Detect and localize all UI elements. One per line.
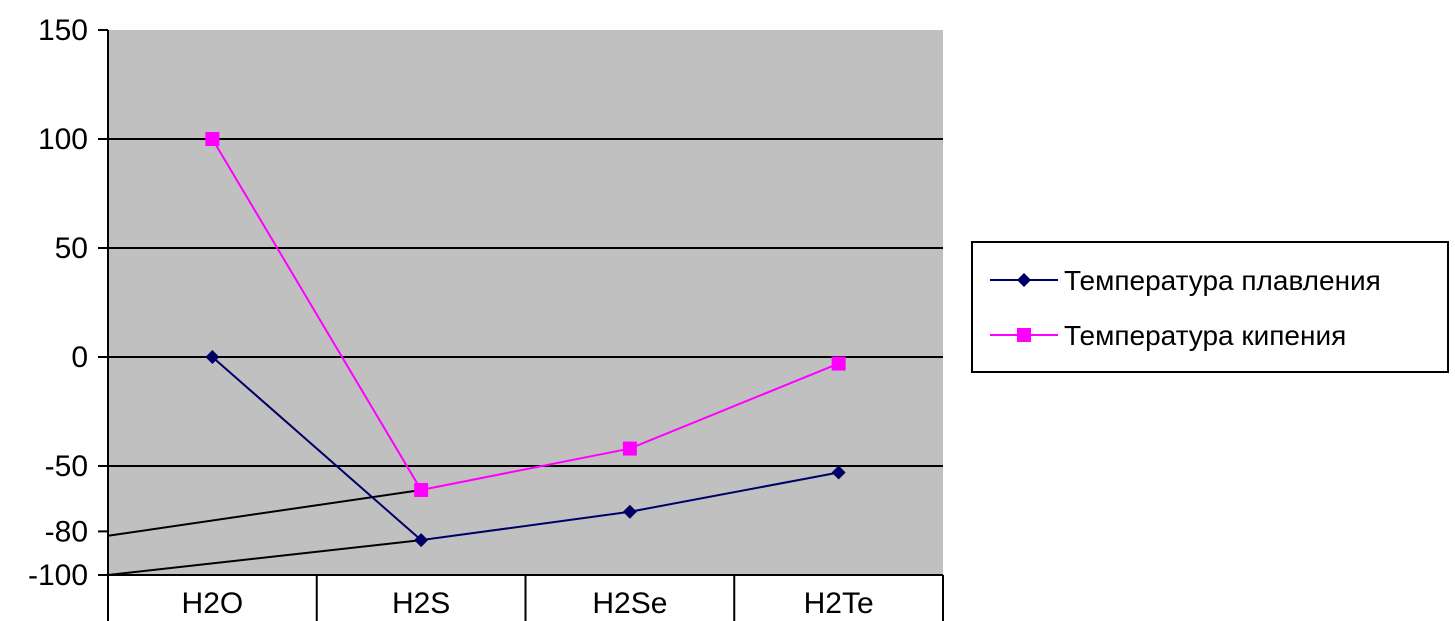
x-category-label: H2O (182, 587, 244, 620)
data-point (622, 441, 637, 456)
data-point (205, 350, 220, 364)
gridlines (108, 138, 943, 467)
annotation-line (107, 539, 422, 576)
annotation-lines (107, 488, 422, 576)
data-point (831, 356, 846, 371)
x-category-label: H2Te (804, 587, 874, 620)
series (205, 132, 846, 548)
data-point (414, 533, 429, 548)
series-line (211, 138, 840, 492)
data-point (414, 482, 429, 497)
data-point (205, 132, 220, 146)
y-tick-label: -80 (45, 515, 88, 548)
legend-marker (1017, 328, 1031, 342)
data-point (622, 504, 637, 519)
data-point (831, 465, 846, 480)
plot-area (108, 30, 943, 575)
y-tick-label: 0 (71, 341, 88, 374)
y-tick-label: 100 (38, 123, 88, 156)
legend-box (971, 241, 1449, 373)
legend-marker (1017, 273, 1031, 287)
series-group (205, 132, 846, 497)
x-axis-categories: H2O H2S H2Se H2Te (107, 575, 944, 621)
series-line (211, 356, 839, 542)
y-tick-label: 150 (38, 14, 88, 47)
y-tick-label: -50 (45, 450, 88, 483)
legend-label: Температура кипения (1064, 320, 1346, 351)
legend-label: Температура плавления (1064, 265, 1381, 296)
x-category-label: H2Se (592, 587, 667, 620)
series-group (205, 350, 846, 548)
y-axis-ticks: 150 100 50 0 -50 -80 -100 (28, 14, 108, 592)
legend: Температура плавления Температура кипения (971, 241, 1449, 373)
x-category-label: H2S (392, 587, 450, 620)
annotation-line (107, 488, 422, 537)
y-tick-label: -100 (28, 559, 88, 592)
y-tick-label: 50 (55, 232, 88, 265)
